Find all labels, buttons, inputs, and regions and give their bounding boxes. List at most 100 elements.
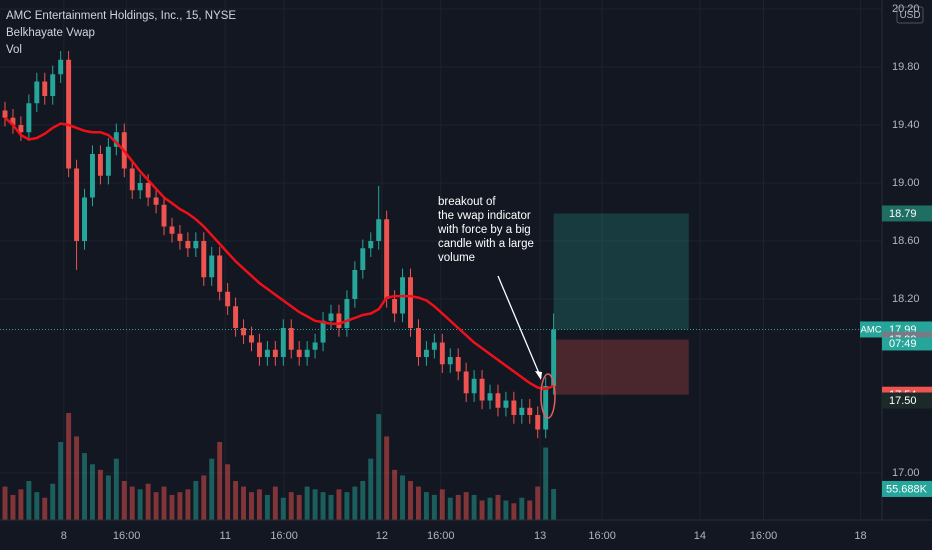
candle-body [408,277,413,329]
candle-body [2,110,8,118]
volume-bar [360,480,366,520]
volume-bar [415,486,421,520]
annotation: the vwap indicator [438,210,531,222]
volume-bar [344,492,350,520]
candle-body [18,124,24,133]
candle-body [495,393,501,408]
arrow-head [535,371,542,380]
volume-bar [66,412,72,520]
arrow-line [497,275,542,379]
candle-body [431,342,437,350]
volume-bar [249,492,254,520]
x-tick-label: 14 [694,530,706,542]
candle-body [487,393,493,401]
candle-body [503,400,509,408]
volume-bar [272,486,278,520]
candle-body [264,349,270,358]
candle-body [58,59,64,75]
candle-body [551,329,557,387]
volume-bar [2,486,8,520]
y-tick-label: 17.00 [892,467,920,479]
volume-bar [543,447,549,520]
volume-bar [58,441,64,520]
candle-body [10,117,16,125]
x-tick-label: 16:00 [113,530,141,542]
candle-body [233,306,239,329]
y-tick-label: 18.60 [892,235,920,247]
volume-bar [312,489,318,520]
volume-bar [34,492,40,520]
volume-bar [74,436,80,520]
candle-body [153,197,159,205]
volume-bar [479,500,485,520]
candle-body [66,59,72,169]
x-tick-label: 8 [61,530,67,542]
candle-body [129,168,135,191]
volume-bar [439,489,445,520]
volume-bar [264,494,270,520]
chart-title: AMC Entertainment Holdings, Inc., 15, NY… [6,10,236,22]
volume-bar [121,480,127,520]
x-tick-label: 16:00 [588,530,616,542]
volume-bar [137,489,143,520]
candle-body [137,183,143,191]
stop-zone [553,339,689,395]
candle-body [439,342,445,365]
y-tick-label: 20.20 [892,3,920,15]
annotation: candle with a large [438,238,534,250]
x-tick-label: 11 [220,530,231,542]
candle-body [193,241,199,249]
candle-body [249,335,254,343]
volume-bar [463,492,469,520]
volume-bar [431,494,437,520]
highlight-ellipse [540,373,556,419]
candle-body [320,320,326,343]
candle-body [113,132,119,147]
candle-body [479,378,485,401]
y-tick-label: 19.40 [892,119,920,131]
volume-bar [145,483,151,520]
candle-body [535,415,541,430]
volume-bar [10,494,16,520]
candle-body [272,349,278,358]
target-zone [553,213,689,330]
volume-bar [423,492,429,520]
candle-body [26,103,32,133]
candle-body [519,407,525,416]
candle-body [543,386,549,430]
annotation: with force by a big [437,224,531,236]
volume-bar [241,486,247,520]
volume-bar [161,486,167,520]
currency-badge[interactable] [896,6,924,24]
currency[interactable]: USD [899,10,920,21]
volume-bar [153,492,159,520]
volume-bar [368,458,374,520]
x-tick-label: 16:00 [427,530,455,542]
volume-bar [535,486,541,520]
candle-body [384,219,390,300]
candle-body [455,357,461,372]
volume-bar [105,475,111,520]
volume-bar [18,489,24,520]
candle-body [241,328,247,336]
y-tick-label: 18.20 [892,293,920,305]
price-label: 17.50 [889,395,917,407]
volume-bar [280,497,286,520]
candle-body [296,349,302,358]
volume-bar [169,494,175,520]
vwap-line [4,116,555,391]
volume-label: Vol [6,44,22,56]
volume-bar [495,494,501,520]
volume-label-box [882,480,932,497]
y-tick-label: 19.00 [892,177,920,189]
candle-body [328,313,334,321]
countdown: 07:49 [889,338,917,350]
candle-body [90,153,95,198]
candle-body [304,349,310,358]
volume-bar [527,500,533,520]
volume-bar [471,494,477,520]
x-tick-label: 16:00 [270,530,298,542]
candle-body [209,255,215,278]
volume-bar [384,436,390,520]
